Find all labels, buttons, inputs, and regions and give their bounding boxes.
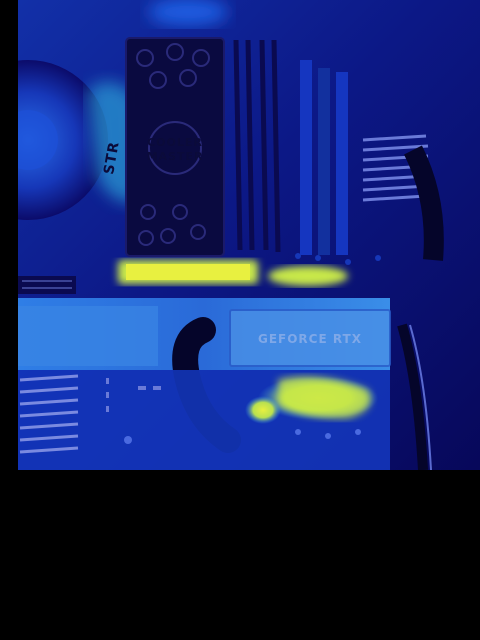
cooler-top-holes: [136, 43, 210, 89]
gpu-label: GEFORCE RTX: [258, 332, 362, 346]
slot-marks: [106, 378, 161, 412]
ram-sticks: [300, 60, 348, 255]
bottom-left-grille: [19, 374, 79, 454]
side-label: STR: [101, 140, 123, 176]
io-pins: [22, 280, 72, 289]
cooler-bottom-holes: [138, 204, 206, 246]
top-glow: [148, 0, 228, 26]
case-fan-left: [18, 60, 108, 220]
vrm-hot-core: [126, 264, 250, 280]
cooler-fins: [233, 39, 281, 253]
cpu-cooler-body: [125, 37, 225, 257]
gpu-shroud-right: [229, 309, 391, 367]
cooler-brand-line2: MASTER: [147, 150, 204, 163]
right-cable-edge: [409, 324, 432, 470]
cooler-brand-line1: COOLER: [147, 136, 203, 149]
thermal-photo-svg: STR COOLER MASTER: [18, 0, 480, 470]
vrm-dots: [295, 253, 381, 265]
board-dots: [124, 429, 361, 444]
thermal-photo: STR COOLER MASTER: [18, 0, 480, 470]
small-hot-spot: [245, 396, 281, 424]
io-connector: [18, 276, 76, 294]
chipset-warm: [268, 266, 348, 286]
gpu-shroud-left: [18, 306, 158, 366]
empty-black-area: [0, 470, 480, 640]
right-cable: [397, 323, 428, 470]
hot-blob: [278, 376, 371, 419]
fan-hub: [18, 110, 58, 170]
cable-loop: [403, 145, 444, 261]
cooler-logo-ring: [148, 121, 202, 175]
